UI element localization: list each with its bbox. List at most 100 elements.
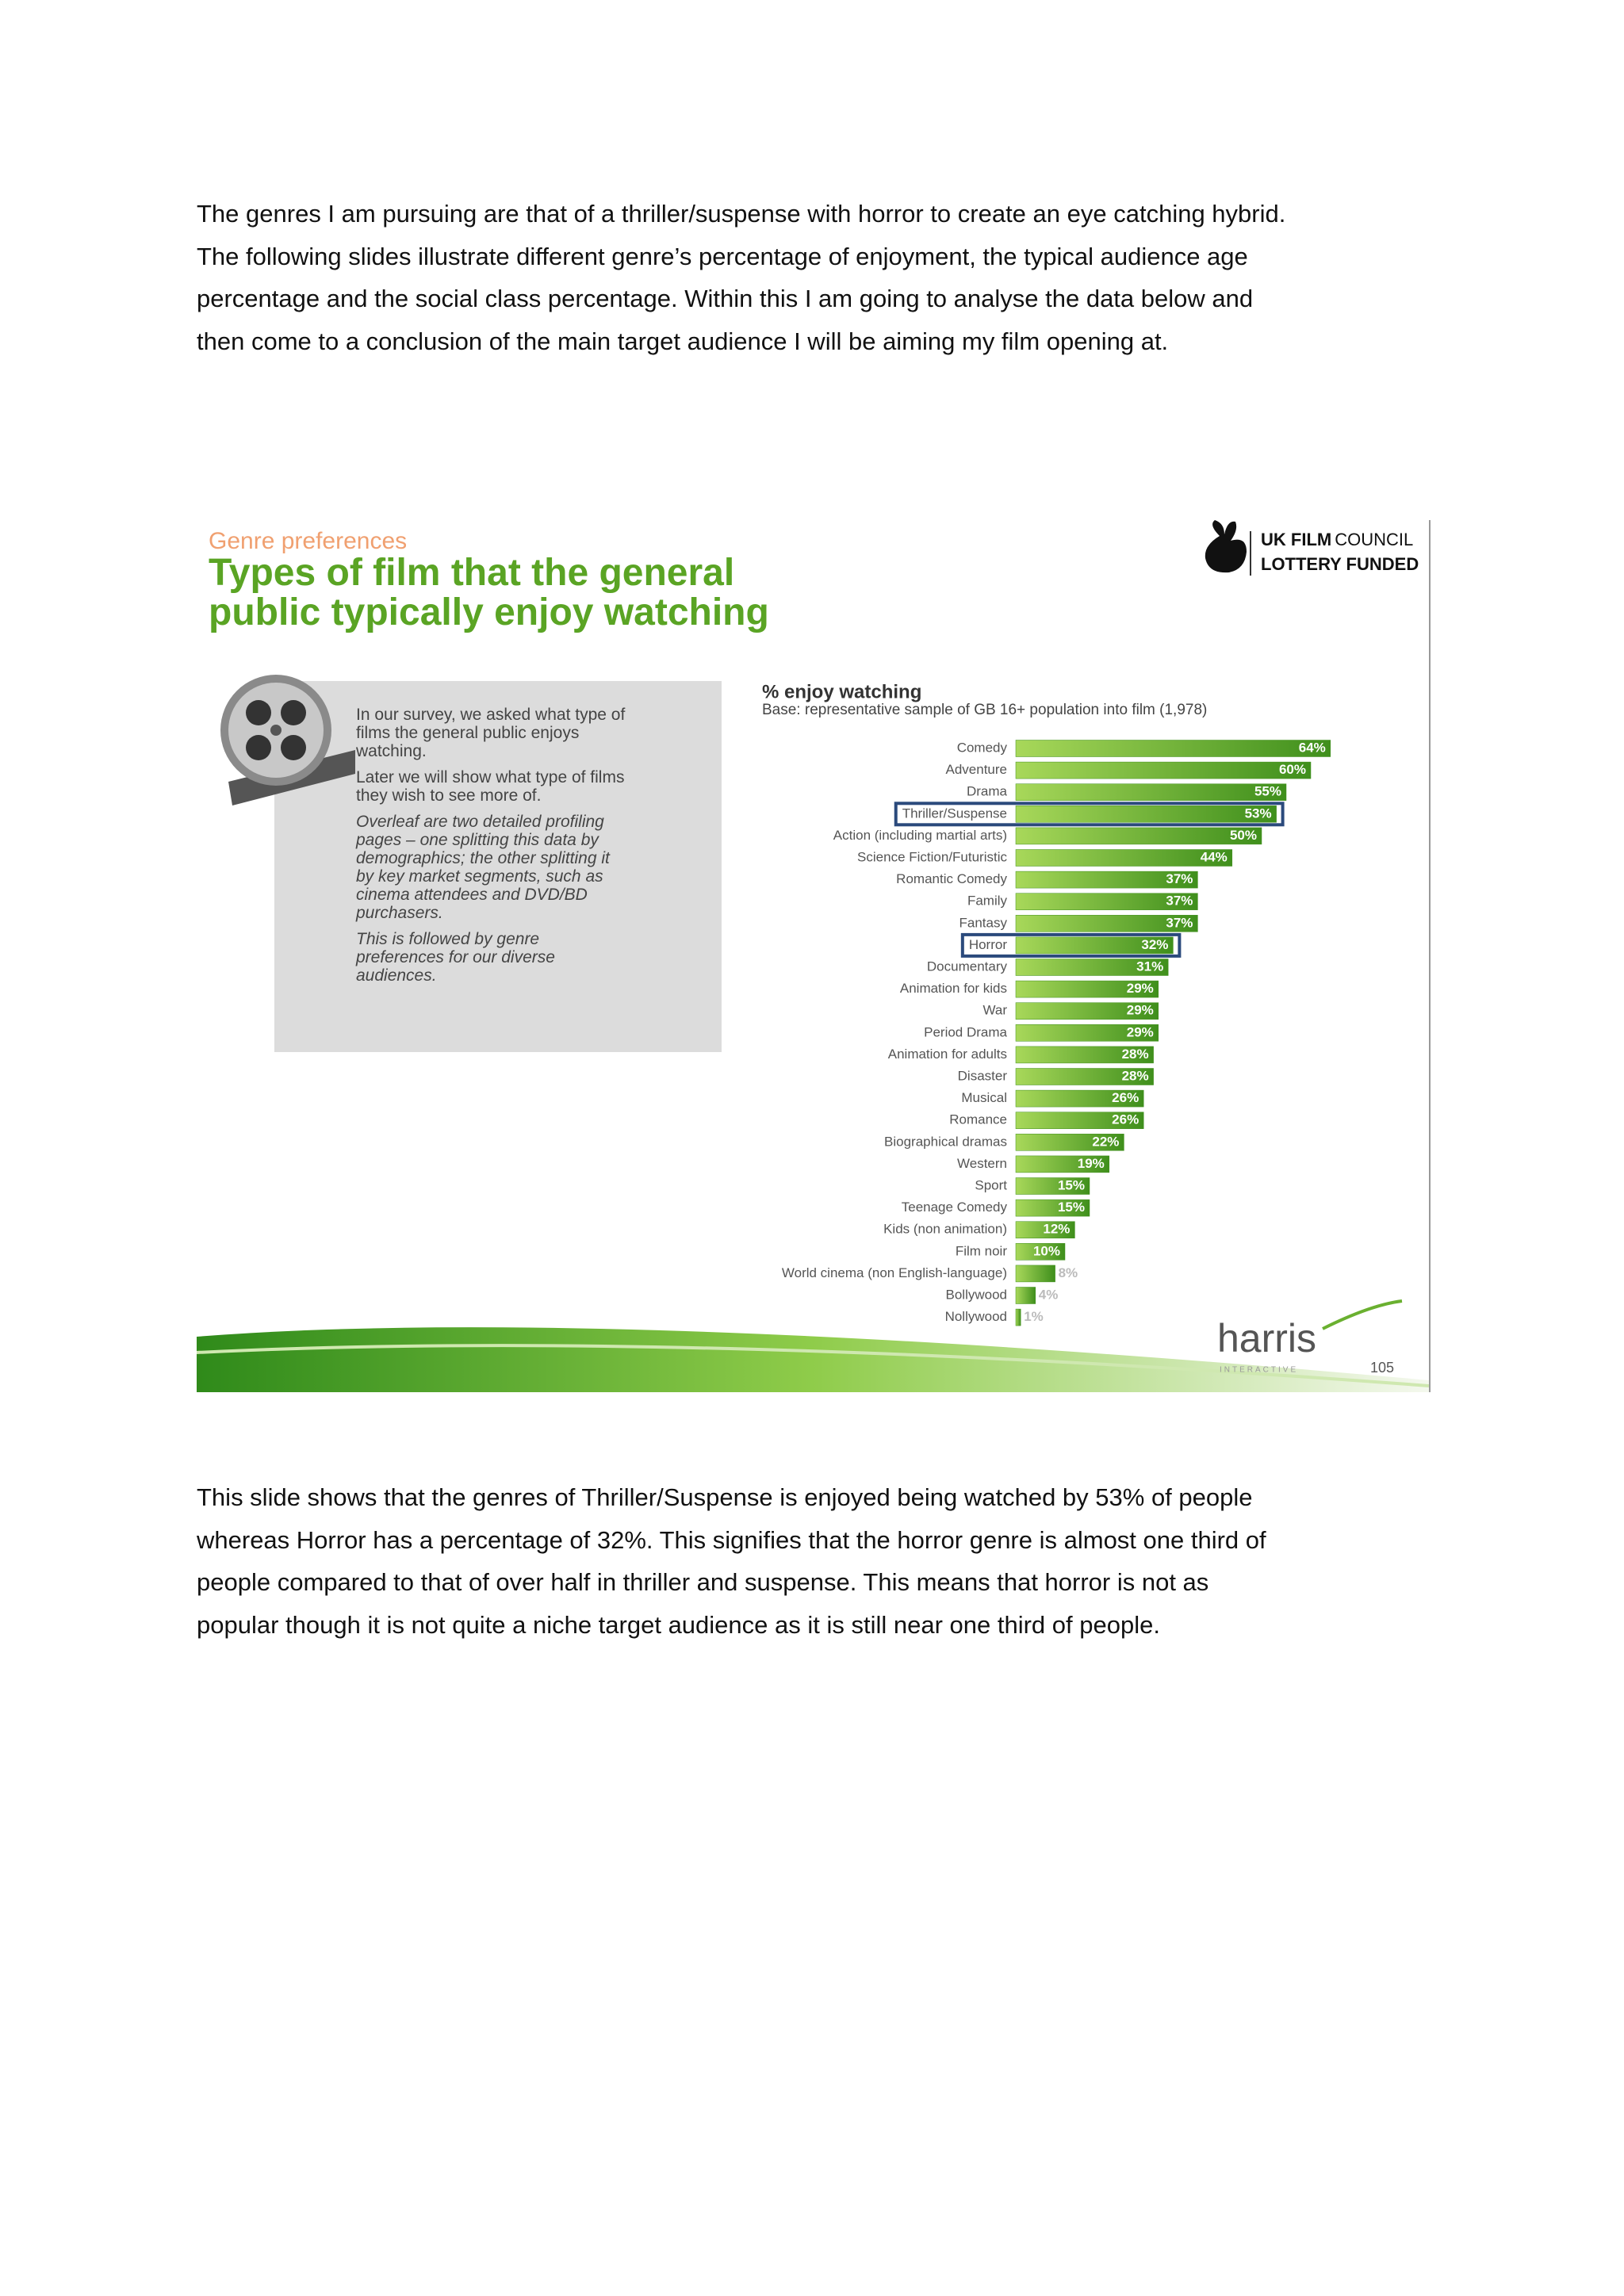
text-line: public typically enjoy watching bbox=[209, 591, 769, 633]
bar bbox=[1015, 740, 1331, 757]
highlight-box bbox=[894, 802, 1285, 827]
outro-paragraph: This slide shows that the genres of Thri… bbox=[197, 1476, 1465, 1646]
bar bbox=[1015, 1243, 1066, 1261]
text-line: The genres I am pursuing are that of a t… bbox=[197, 200, 1286, 228]
text-line: Later we will show what type of films bbox=[356, 768, 625, 786]
category-label: Science Fiction/Futuristic bbox=[857, 849, 1007, 864]
bar bbox=[1015, 959, 1169, 976]
value-label: 29% bbox=[1127, 1003, 1154, 1018]
box-paragraph: In our survey, we asked what type of film… bbox=[356, 706, 625, 760]
category-label: Disaster bbox=[958, 1068, 1008, 1083]
bar bbox=[1015, 783, 1287, 801]
logo-line2: LOTTERY FUNDED bbox=[1261, 554, 1419, 574]
category-label: Teenage Comedy bbox=[902, 1200, 1008, 1215]
box-paragraph: Overleaf are two detailed profiling pages… bbox=[356, 813, 625, 922]
category-label: Horror bbox=[969, 937, 1008, 952]
category-label: War bbox=[982, 1003, 1007, 1018]
bar bbox=[1015, 1265, 1055, 1283]
category-label: Family bbox=[967, 894, 1008, 909]
bar bbox=[1015, 1046, 1154, 1064]
text-line: The following slides illustrate differen… bbox=[197, 242, 1248, 270]
bar bbox=[1015, 1024, 1159, 1042]
category-label: Thriller/Suspense bbox=[902, 806, 1007, 821]
category-label: Animation for kids bbox=[900, 981, 1007, 996]
text-line: audiences. bbox=[356, 966, 437, 985]
value-label: 37% bbox=[1166, 915, 1193, 930]
category-label: Nollywood bbox=[945, 1309, 1007, 1324]
category-label: Drama bbox=[967, 784, 1008, 799]
value-label: 15% bbox=[1058, 1200, 1085, 1215]
value-label: 37% bbox=[1166, 894, 1193, 909]
value-label: 53% bbox=[1245, 806, 1272, 821]
category-label: Sport bbox=[975, 1177, 1007, 1192]
category-label: Western bbox=[957, 1156, 1007, 1171]
chart-subtitle: Base: representative sample of GB 16+ po… bbox=[762, 702, 1207, 718]
value-label: 10% bbox=[1033, 1243, 1060, 1258]
value-label: 15% bbox=[1058, 1177, 1085, 1192]
chart: UK FILM COUNCIL LOTTERY FUNDED harris INTERA… bbox=[197, 520, 1429, 1392]
lottery-logo bbox=[1205, 520, 1251, 576]
value-label: 4% bbox=[1039, 1287, 1059, 1302]
text-line: by key market segments, such as bbox=[356, 867, 603, 886]
category-label: Kids (non animation) bbox=[883, 1222, 1007, 1237]
brand-tagline: INTERACTIVE bbox=[1220, 1366, 1298, 1375]
category-label: World cinema (non English-language) bbox=[782, 1265, 1007, 1280]
bar bbox=[1015, 1287, 1036, 1304]
bar bbox=[1015, 761, 1312, 779]
text-line: percentage and the social class percenta… bbox=[197, 285, 1254, 312]
value-label: 28% bbox=[1122, 1068, 1149, 1083]
value-label: 29% bbox=[1127, 1024, 1154, 1039]
text-line: This is followed by genre bbox=[356, 930, 540, 948]
category-label: Period Drama bbox=[924, 1024, 1007, 1039]
kicker: Genre preferences bbox=[209, 528, 408, 554]
text-line: Overleaf are two detailed profiling bbox=[356, 813, 604, 831]
value-label: 37% bbox=[1166, 871, 1193, 886]
intro-paragraph: The genres I am pursuing are that of a t… bbox=[197, 193, 1465, 362]
value-label: 1% bbox=[1024, 1309, 1044, 1324]
slide: UK FILM COUNCIL LOTTERY FUNDED harris INTERA… bbox=[197, 520, 1431, 1392]
box-paragraph: Later we will show what type of films the… bbox=[356, 768, 625, 805]
bar bbox=[1015, 827, 1262, 845]
category-label: Action (including martial arts) bbox=[833, 828, 1007, 843]
value-label: 26% bbox=[1112, 1090, 1139, 1105]
value-label: 55% bbox=[1254, 784, 1281, 799]
value-label: 26% bbox=[1112, 1112, 1139, 1127]
value-label: 50% bbox=[1230, 828, 1257, 843]
logo-strong: UK FILM bbox=[1261, 530, 1331, 549]
bar bbox=[1015, 893, 1198, 910]
bar bbox=[1015, 1002, 1159, 1020]
text-line: watching. bbox=[356, 742, 427, 760]
text-line: purchasers. bbox=[356, 904, 443, 922]
value-label: 60% bbox=[1279, 762, 1306, 777]
bar bbox=[1015, 806, 1277, 823]
bar bbox=[1015, 1308, 1021, 1326]
value-label: 28% bbox=[1122, 1047, 1149, 1062]
category-label: Documentary bbox=[927, 959, 1008, 974]
film-reel-icon bbox=[220, 675, 355, 806]
logo-rest: COUNCIL bbox=[1335, 530, 1413, 549]
box-text: In our survey, we asked what type of film… bbox=[356, 706, 625, 993]
value-label: 31% bbox=[1136, 959, 1163, 974]
bar bbox=[1015, 1112, 1144, 1129]
value-label: 8% bbox=[1059, 1265, 1078, 1280]
box-paragraph: This is followed by genre preferences for… bbox=[356, 930, 625, 985]
text-line: whereas Horror has a percentage of 32%. … bbox=[197, 1525, 1266, 1554]
slide-title: Types of film that the general public typ… bbox=[209, 553, 769, 633]
bar bbox=[1015, 980, 1159, 998]
swoosh-line bbox=[197, 1344, 1429, 1387]
text-line: then come to a conclusion of the main ta… bbox=[197, 327, 1169, 355]
page-number: 105 bbox=[1370, 1360, 1394, 1376]
text-line: cinema attendees and DVD/BD bbox=[356, 886, 588, 904]
category-label: Bollywood bbox=[946, 1287, 1008, 1302]
text-line: they wish to see more of. bbox=[356, 786, 542, 805]
bar bbox=[1015, 1177, 1090, 1195]
brand-arc bbox=[1322, 1299, 1403, 1330]
text-line: demographics; the other splitting it bbox=[356, 849, 610, 867]
bar bbox=[1015, 1089, 1144, 1108]
bar bbox=[1015, 936, 1174, 955]
value-label: 29% bbox=[1127, 981, 1154, 996]
text-line: This slide shows that the genres of Thri… bbox=[197, 1483, 1253, 1511]
text-line: people compared to that of over half in … bbox=[197, 1568, 1209, 1596]
value-label: 44% bbox=[1201, 849, 1228, 864]
